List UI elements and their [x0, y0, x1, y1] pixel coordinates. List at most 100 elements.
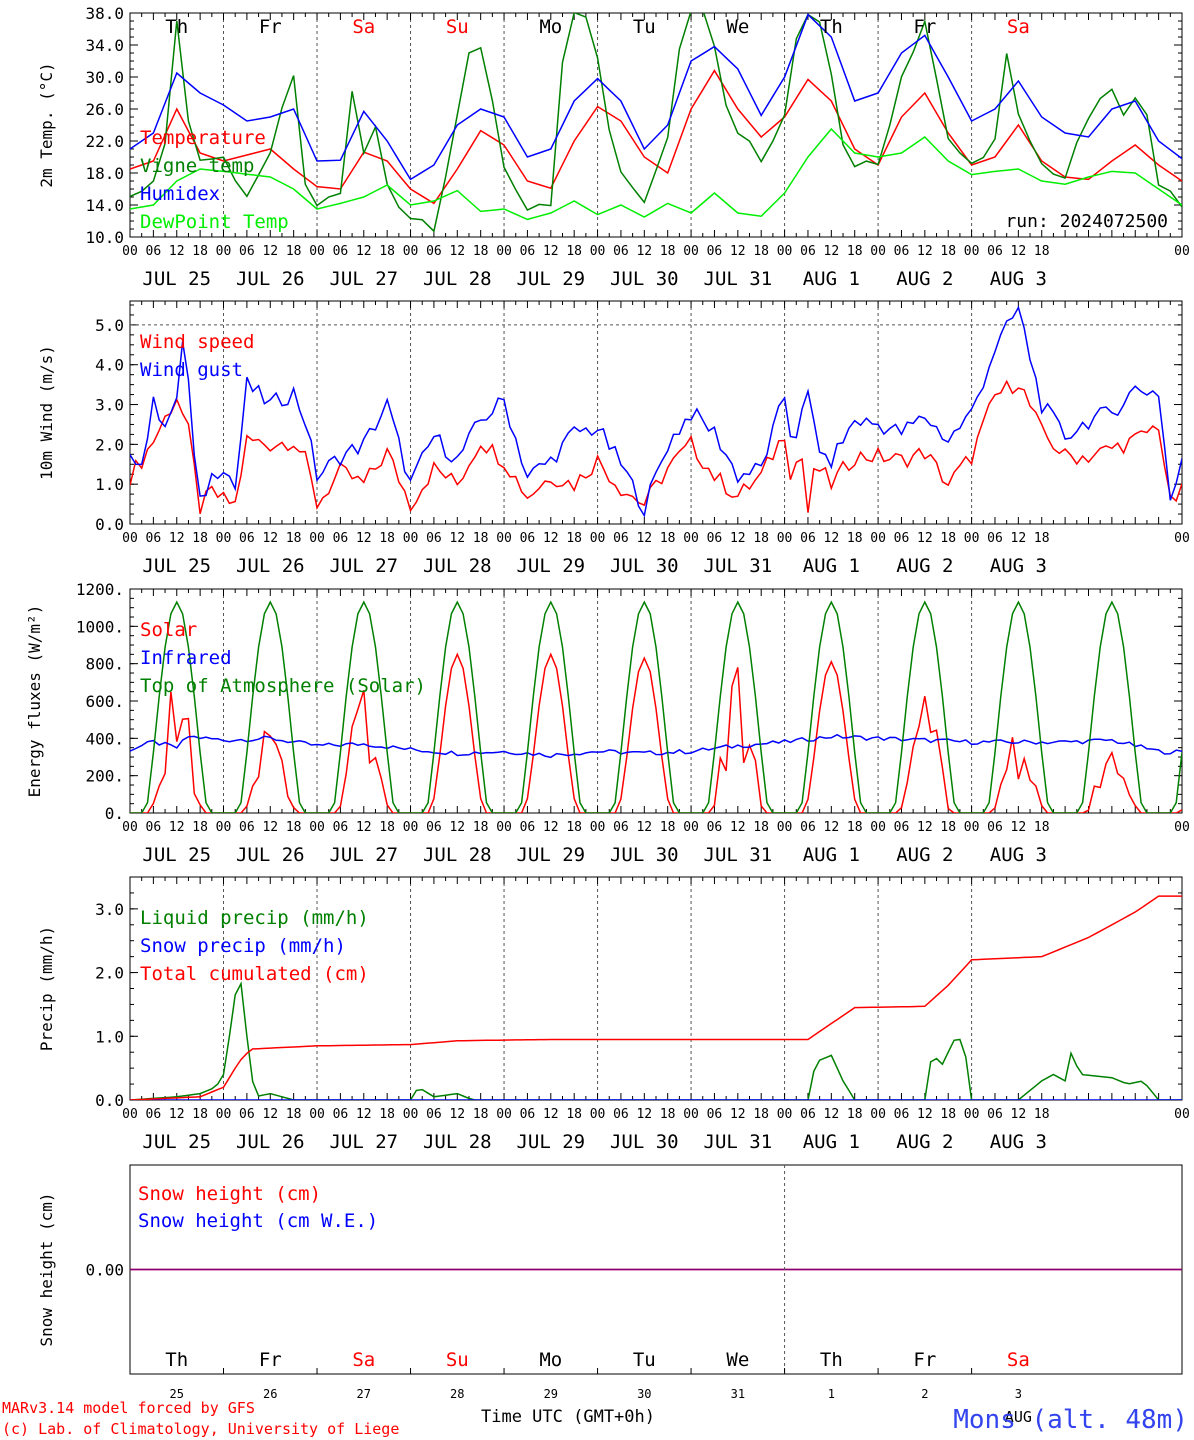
temp-weekday-label: We	[726, 16, 749, 38]
temp-y-tick-label: 18.0	[85, 164, 124, 183]
wind-hour-label: 18	[660, 531, 676, 546]
snow-day-number: 25	[170, 1387, 184, 1401]
temp-weekday-label: Mo	[539, 16, 562, 38]
precip-hour-label: 00	[683, 1107, 699, 1122]
wind-hour-label: 12	[356, 531, 372, 546]
energy-hour-label: 00	[590, 820, 606, 835]
precip-hour-label: 06	[707, 1107, 723, 1122]
snow-day-number: 26	[263, 1387, 277, 1401]
snow-day-number: 27	[357, 1387, 371, 1401]
energy-day-label: JUL 29	[516, 844, 585, 866]
energy-y-tick-label: 800.	[85, 655, 124, 674]
snow-day-number: 31	[731, 1387, 745, 1401]
energy-hour-label: 18	[473, 820, 489, 835]
temp-weekday-label: Tu	[633, 16, 656, 38]
temp-day-label: JUL 30	[610, 268, 679, 290]
wind-hour-label: 12	[1011, 531, 1027, 546]
energy-day-label: JUL 26	[236, 844, 305, 866]
wind-hour-label: 18	[286, 531, 302, 546]
precip-hour-label: 12	[1011, 1107, 1027, 1122]
energy-y-tick-label: 200.	[85, 767, 124, 786]
energy-hour-label: 12	[917, 820, 933, 835]
energy-hour-label: 06	[613, 820, 629, 835]
temp-day-label: JUL 28	[423, 268, 492, 290]
precip-day-label: JUL 25	[142, 1131, 211, 1153]
wind-hour-label: 00	[216, 531, 232, 546]
wind-hour-label: 18	[473, 531, 489, 546]
precip-hour-label: 18	[379, 1107, 395, 1122]
energy-day-label: JUL 25	[142, 844, 211, 866]
snow-day-number: 2	[921, 1387, 928, 1401]
energy-panel: 0. 200. 400. 600. 800. 1000. 1200. Energy fluxe…	[25, 580, 1190, 866]
energy-y-tick-label: 600.	[85, 692, 124, 711]
wind-day-label: JUL 27	[329, 555, 398, 577]
precip-hour-label: 06	[987, 1107, 1003, 1122]
wind-series-group	[130, 305, 1182, 518]
temp-run-annotation: run: 2024072500	[1005, 211, 1168, 232]
temp-hour-label: 00	[777, 244, 793, 259]
wind-day-label: JUL 31	[704, 555, 773, 577]
wind-day-label: JUL 28	[423, 555, 492, 577]
temp-legend-entry: DewPoint Temp	[140, 211, 289, 233]
snow-weekday-label: Tu	[633, 1349, 656, 1371]
precip-day-label: AUG 3	[990, 1131, 1047, 1153]
wind-frame	[129, 300, 1183, 525]
precip-day-label: JUL 30	[610, 1131, 679, 1153]
energy-hour-label: 18	[192, 820, 208, 835]
energy-day-label: JUL 31	[704, 844, 773, 866]
wind-hour-label: 06	[239, 531, 255, 546]
precip-y-tick-label: 0.0	[95, 1091, 124, 1110]
precip-hour-label: 18	[847, 1107, 863, 1122]
temp-day-label: JUL 27	[329, 268, 398, 290]
temp-hour-label: 00	[216, 244, 232, 259]
temp-day-label: JUL 31	[704, 268, 773, 290]
precip-hour-label: 12	[543, 1107, 559, 1122]
wind-day-label: JUL 30	[610, 555, 679, 577]
temp-weekday-label: Fr	[913, 16, 936, 38]
precip-hour-label: 06	[146, 1107, 162, 1122]
snow-weekday-label: Sa	[352, 1349, 375, 1371]
wind-hour-label: 00	[870, 531, 886, 546]
precip-day-label: JUL 28	[423, 1131, 492, 1153]
snow-panel: 0.00 Snow height (cm) Snow height (cm) Snow…	[37, 1164, 1183, 1426]
precip-day-label: JUL 29	[516, 1131, 585, 1153]
precip-hour-label: 12	[824, 1107, 840, 1122]
temp-y-tick-label: 22.0	[85, 132, 124, 151]
precip-hour-label: 00	[309, 1107, 325, 1122]
wind-hour-label: 12	[449, 531, 465, 546]
temp-y-tick-label: 38.0	[85, 4, 124, 23]
energy-hour-label: 12	[169, 820, 185, 835]
wind-hour-label: 18	[566, 531, 582, 546]
temp-day-label: AUG 2	[896, 268, 953, 290]
wind-day-label: AUG 1	[803, 555, 860, 577]
precip-hour-label: 18	[566, 1107, 582, 1122]
energy-hour-label: 06	[146, 820, 162, 835]
temp-hour-label: 12	[1011, 244, 1027, 259]
temp-weekday-label: Th	[165, 16, 188, 38]
precip-hour-label: 12	[356, 1107, 372, 1122]
precip-day-label: JUL 31	[704, 1131, 773, 1153]
energy-hour-label: 06	[426, 820, 442, 835]
temp-hour-label: 18	[566, 244, 582, 259]
precip-hour-label: 06	[239, 1107, 255, 1122]
wind-hour-label: 12	[636, 531, 652, 546]
temp-series-line	[130, 127, 1182, 221]
temp-hour-label: 06	[800, 244, 816, 259]
temp-hour-label: 06	[520, 244, 536, 259]
precip-hour-label: 00	[777, 1107, 793, 1122]
precip-series-line	[130, 895, 1182, 1100]
temp-hour-label: 06	[613, 244, 629, 259]
temp-hour-label: 18	[473, 244, 489, 259]
precip-hour-label: 18	[286, 1107, 302, 1122]
temp-hour-label: 00	[1174, 244, 1190, 259]
energy-hour-label: 12	[824, 820, 840, 835]
energy-day-label: AUG 3	[990, 844, 1047, 866]
precip-legend-entry: Snow precip (mm/h)	[140, 935, 346, 957]
wind-hour-label: 12	[543, 531, 559, 546]
temp-hour-label: 06	[987, 244, 1003, 259]
wind-y-axis-label: 10m Wind (m/s)	[37, 345, 56, 480]
wind-y-tick-label: 1.0	[95, 475, 124, 494]
wind-hour-label: 00	[403, 531, 419, 546]
temp-hour-label: 00	[870, 244, 886, 259]
wind-y-tick-label: 4.0	[95, 356, 124, 375]
